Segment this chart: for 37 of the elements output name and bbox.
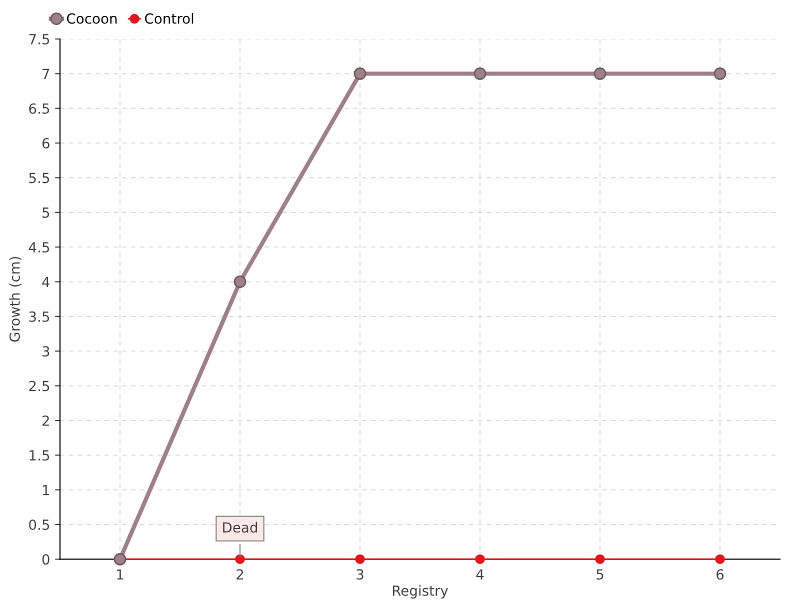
x-tick-label: 5 [596, 569, 604, 580]
y-tick-label: 1 [42, 484, 49, 496]
y-tick-label: 7.5 [29, 34, 50, 44]
y-tick-label: 4 [42, 276, 50, 288]
x-tick-label: 1 [117, 569, 124, 580]
point [354, 67, 366, 80]
point [594, 67, 606, 80]
y-tick-label: 3 [42, 346, 50, 357]
legend-label: Cocoon [66, 13, 117, 24]
point [714, 67, 726, 80]
point [595, 554, 605, 564]
y-tick-label: 5 [42, 208, 50, 218]
y-axis-title: Growth (cm) [9, 256, 22, 342]
point [475, 554, 485, 564]
y-tick-label: 3.5 [29, 311, 50, 322]
y-tick-label: 2.5 [29, 380, 50, 392]
y-tick-label: 1.5 [30, 450, 50, 461]
x-tick-label: 4 [476, 569, 484, 580]
y-tick-label: 5.5 [29, 172, 50, 184]
x-axis-title: Registry [392, 585, 448, 599]
y-tick-label: 6.5 [29, 103, 50, 114]
x-tick-label: 6 [716, 569, 724, 580]
point [355, 554, 365, 564]
point [235, 554, 245, 564]
x-tick-label: 2 [236, 569, 244, 580]
annotation: Dead [223, 522, 258, 533]
y-tick-label: 7 [42, 68, 50, 79]
y-tick-label: 0.5 [29, 519, 50, 530]
y-tick-label: 4.5 [28, 242, 50, 253]
y-tick-label: 2 [42, 415, 49, 426]
point [234, 276, 246, 288]
legend-label: Control [144, 13, 194, 24]
point [474, 67, 486, 80]
x-tick-label: 3 [356, 569, 364, 580]
point [715, 554, 725, 564]
y-tick-label: 6 [42, 138, 50, 149]
y-tick-label: 0 [42, 554, 50, 565]
